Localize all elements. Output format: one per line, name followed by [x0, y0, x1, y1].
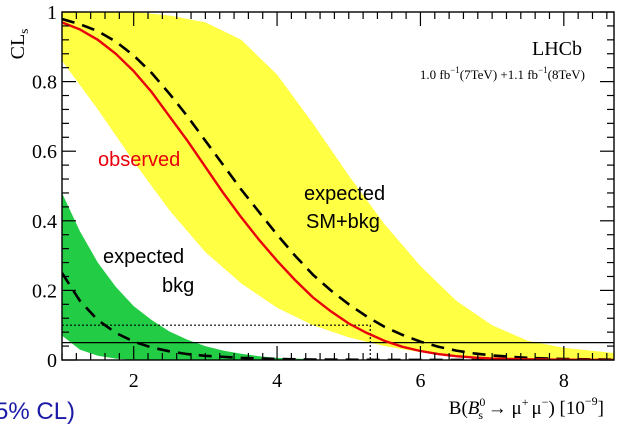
xlabel-suffix: ) [10	[548, 398, 584, 419]
lumi-inv-1: −1	[450, 65, 460, 75]
expected-bkg-annotation-line1: expected	[103, 246, 184, 268]
lumi-part-2: (7TeV) +1.1 fb	[460, 67, 538, 82]
lumi-inv-2: −1	[538, 65, 548, 75]
expected-bkg-band	[62, 193, 349, 360]
y-tick-label: 0.4	[32, 211, 57, 233]
x-tick-label: 6	[415, 370, 425, 392]
expected-sm-annotation-line1: expected	[304, 183, 385, 205]
lumi-part-3: (8TeV)	[548, 67, 585, 82]
xlabel-plus: +	[522, 395, 529, 409]
xlabel-b-sub: s	[478, 408, 483, 422]
x-axis-label: B(B0 s → μ+ μ−) [10−9]	[449, 394, 604, 422]
axis-ticks	[61, 11, 614, 361]
xlabel-exp: −9	[585, 394, 598, 408]
xlabel-prefix: B(	[449, 398, 468, 419]
observed-annotation: observed	[98, 149, 180, 171]
xlabel-arrow: →	[483, 398, 512, 419]
cropped-cl-text: 5% CL)	[0, 398, 75, 424]
xlabel-close: ]	[598, 398, 604, 419]
cl-limit-guide-dotted	[62, 324, 371, 360]
y-tick-label: 0.8	[32, 72, 57, 94]
expected-sm-annotation-line2: SM+bkg	[306, 211, 380, 233]
expected-sm-bkg-band	[62, 12, 614, 360]
xlabel-minus: −	[542, 395, 549, 409]
experiment-label: LHCb	[532, 38, 582, 60]
xlabel-b: B	[468, 398, 480, 419]
xlabel-mu-plus: μ	[512, 398, 522, 419]
y-tick-label: 0.6	[32, 141, 57, 163]
plot-frame	[61, 11, 615, 361]
luminosity-label: 1.0 fb−1(7TeV) +1.1 fb−1(8TeV)	[420, 65, 585, 82]
x-tick-label: 4	[272, 370, 282, 392]
y-axis-label: CLs	[7, 29, 31, 60]
y-axis-label-main: CL	[7, 34, 29, 60]
xlabel-mu-minus: μ	[532, 398, 542, 419]
lumi-part-1: 1.0 fb	[420, 67, 450, 82]
observed-line	[62, 21, 614, 360]
y-tick-label: 1	[47, 2, 57, 24]
expected-sm-bkg-line	[62, 17, 614, 360]
x-tick-label: 8	[559, 370, 569, 392]
y-axis-label-sub: s	[16, 29, 31, 34]
x-tick-label: 2	[129, 370, 139, 392]
expected-bkg-annotation-line2: bkg	[162, 275, 194, 297]
xlabel-b-sup: 0	[479, 395, 485, 409]
axis-tick-labels: 2 4 6 8 0 0.2 0.4 0.6 0.8 1	[32, 2, 569, 392]
y-tick-label: 0.2	[32, 280, 57, 302]
y-tick-label: 0	[47, 350, 57, 372]
